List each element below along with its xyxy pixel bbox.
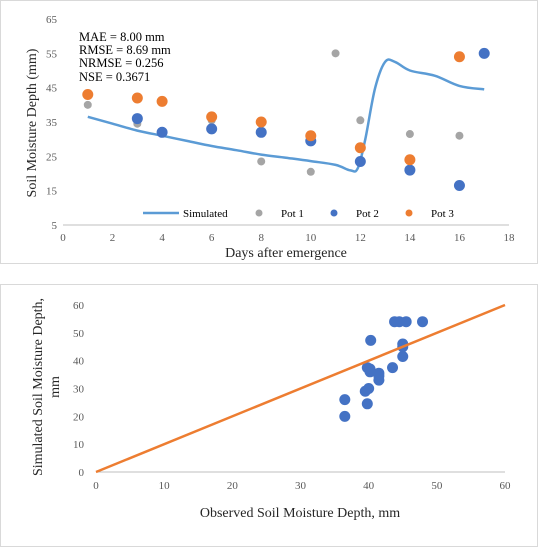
chart2-x-tick-label: 40: [363, 480, 375, 492]
chart1-x-tick-label: 12: [355, 232, 366, 244]
legend-pot2-label: Pot 2: [356, 208, 379, 220]
pot3-point: [156, 95, 168, 107]
observed-simulated-point: [363, 383, 375, 394]
chart1-y-tick-label: 15: [46, 186, 58, 198]
chart2-y-tick-label: 20: [73, 411, 85, 423]
legend-pot2-swatch: [330, 209, 338, 217]
pot3-point: [82, 89, 94, 101]
chart1-x-tick-label: 10: [305, 232, 317, 244]
observed-simulated-point: [400, 316, 412, 328]
time-series-chart-panel: 5 15 25 35 45 55 65 0 2 4 6 8 10 12 14 16 18 MAE = 8.00…: [0, 0, 538, 264]
pot2-point: [206, 123, 218, 135]
pot3-point: [255, 116, 267, 128]
chart2-y-axis-title-line2: mm: [48, 376, 63, 398]
chart2-x-tick-label: 30: [295, 480, 307, 492]
pot2-point: [354, 155, 366, 167]
chart1-x-axis-title: Days after emergence: [225, 246, 347, 261]
observed-simulated-point: [339, 410, 351, 422]
pot1-point: [331, 49, 340, 58]
pot2-point: [453, 180, 465, 192]
chart2-y-tick-labels: 0 10 20 30 40 50 60: [73, 300, 85, 479]
chart1-y-tick-label: 25: [46, 151, 58, 163]
pot2-point: [156, 126, 168, 138]
chart2-marks: [95, 303, 506, 474]
pot3-point: [206, 111, 218, 123]
chart1-y-tick-label: 65: [46, 14, 58, 26]
pot2-point: [131, 113, 143, 125]
chart1-x-tick-label: 4: [159, 232, 165, 244]
chart2-x-axis-title: Observed Soil Moisture Depth, mm: [200, 506, 400, 521]
observed-simulated-point: [373, 367, 385, 379]
chart1-x-tick-label: 0: [60, 232, 66, 244]
observed-simulated-point: [417, 316, 429, 328]
chart2-y-tick-label: 40: [73, 356, 85, 368]
legend-pot1-swatch: [255, 209, 263, 217]
chart2-y-tick-label: 30: [73, 384, 85, 396]
simulated-line: [87, 58, 485, 173]
chart2-y-tick-label: 50: [73, 328, 85, 340]
time-series-chart: 5 15 25 35 45 55 65 0 2 4 6 8 10 12 14 16 18 MAE = 8.00…: [25, 14, 515, 261]
chart1-x-tick-label: 6: [209, 232, 215, 244]
chart2-x-tick-label: 0: [93, 480, 99, 492]
chart2-x-tick-label: 50: [431, 480, 443, 492]
pot1-point: [257, 157, 266, 166]
chart1-x-tick-label: 14: [404, 232, 416, 244]
legend-pot3-swatch: [405, 209, 413, 217]
pot2-point: [404, 164, 416, 176]
stat-nrmse: NRMSE = 0.256: [79, 56, 164, 70]
chart1-x-tick-label: 8: [258, 232, 264, 244]
pot1-point: [455, 131, 464, 140]
pot1-point: [356, 116, 365, 125]
observed-vs-simulated-chart: 0 10 20 30 40 50 60 0 10 20 30 40 50 60 Simulated So…: [31, 298, 511, 521]
stat-nse: NSE = 0.3671: [79, 70, 150, 84]
observed-simulated-point: [361, 362, 373, 374]
chart2-y-tick-label: 0: [79, 467, 85, 479]
pot1-point: [306, 167, 315, 176]
observed-simulated-point: [387, 362, 399, 374]
pot1-point: [405, 130, 414, 139]
chart1-y-tick-label: 45: [46, 83, 58, 95]
pot3-point: [453, 51, 465, 63]
chart1-y-tick-labels: 5 15 25 35 45 55 65: [46, 14, 58, 232]
chart1-x-tick-labels: 0 2 4 6 8 10 12 14 16 18: [60, 232, 515, 244]
chart1-y-tick-label: 35: [46, 117, 58, 129]
pot1-point: [83, 100, 92, 109]
chart2-y-tick-label: 10: [73, 439, 85, 451]
pot3-point: [305, 130, 317, 142]
one-to-one-line: [95, 303, 506, 474]
chart2-x-tick-label: 60: [500, 480, 512, 492]
observed-simulated-point: [397, 350, 409, 362]
chart1-legend: Simulated Pot 1 Pot 2 Pot 3: [143, 208, 454, 220]
legend-pot1-label: Pot 1: [281, 208, 304, 220]
pot2-point: [478, 47, 490, 59]
observed-simulated-point: [339, 394, 351, 406]
chart1-x-tick-label: 18: [504, 232, 516, 244]
chart2-x-tick-label: 10: [159, 480, 171, 492]
chart1-y-tick-label: 5: [52, 220, 58, 232]
chart2-y-axis-title: Simulated Soil Moisture Depth,: [31, 298, 46, 476]
stats-box: MAE = 8.00 mm RMSE = 8.69 mm NRMSE = 0.2…: [79, 30, 171, 84]
chart2-x-tick-label: 20: [227, 480, 239, 492]
chart1-marks: [82, 47, 490, 192]
chart1-x-tick-label: 2: [110, 232, 116, 244]
stat-rmse: RMSE = 8.69 mm: [79, 43, 171, 57]
pot3-point: [131, 92, 143, 104]
scatter-chart-panel: 0 10 20 30 40 50 60 0 10 20 30 40 50 60 Simulated So…: [0, 284, 538, 547]
pot3-point: [354, 142, 366, 154]
chart1-y-axis-title: Soil Moisture Depth (mm): [25, 48, 40, 197]
observed-simulated-point: [365, 334, 377, 346]
observed-simulated-point: [361, 398, 373, 410]
chart2-x-tick-labels: 0 10 20 30 40 50 60: [93, 480, 511, 492]
pot3-point: [404, 154, 416, 166]
chart1-y-tick-label: 55: [46, 48, 58, 60]
chart2-y-tick-label: 60: [73, 300, 85, 312]
pot2-point: [255, 126, 267, 138]
stat-mae: MAE = 8.00 mm: [79, 30, 165, 44]
chart1-x-tick-label: 16: [454, 232, 466, 244]
legend-simulated-label: Simulated: [183, 208, 228, 220]
legend-pot3-label: Pot 3: [431, 208, 454, 220]
